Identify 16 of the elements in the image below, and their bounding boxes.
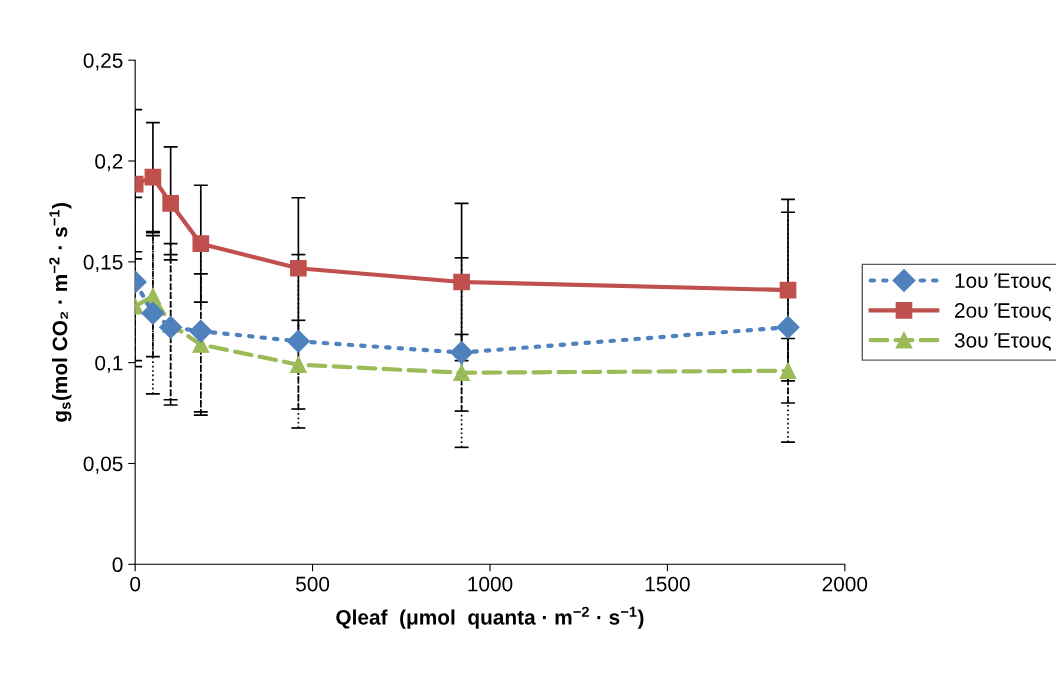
y-axis-title: g$_{s}$(mol CO₂ · m$^{−2}$ · s$^{−1}$)	[49, 203, 72, 422]
y-tick-label: 0,25	[83, 53, 123, 71]
x-tick-label: 2000	[822, 576, 868, 592]
x-axis-title: Qleaf (μmol quanta · m$^{−2}$ · s$^{−1}$)	[336, 606, 644, 629]
y-tick-label: 0,05	[83, 456, 123, 474]
y-tick-label: 0,1	[95, 355, 123, 373]
y-tick-label: 0,15	[83, 254, 123, 273]
y-tick-label: 0	[112, 557, 123, 573]
x-tick-label: 1500	[645, 576, 690, 592]
legend-label: 2ου Έτους	[955, 303, 1051, 322]
x-tick-label: 1000	[468, 576, 513, 592]
x-tick-label: 0	[130, 576, 141, 592]
legend-label: 3ου Έτους	[954, 332, 1051, 352]
legend-label: 1ου Έτους	[955, 273, 1051, 292]
x-tick-label: 500	[296, 576, 330, 592]
y-tick-label: 0,2	[95, 154, 123, 172]
